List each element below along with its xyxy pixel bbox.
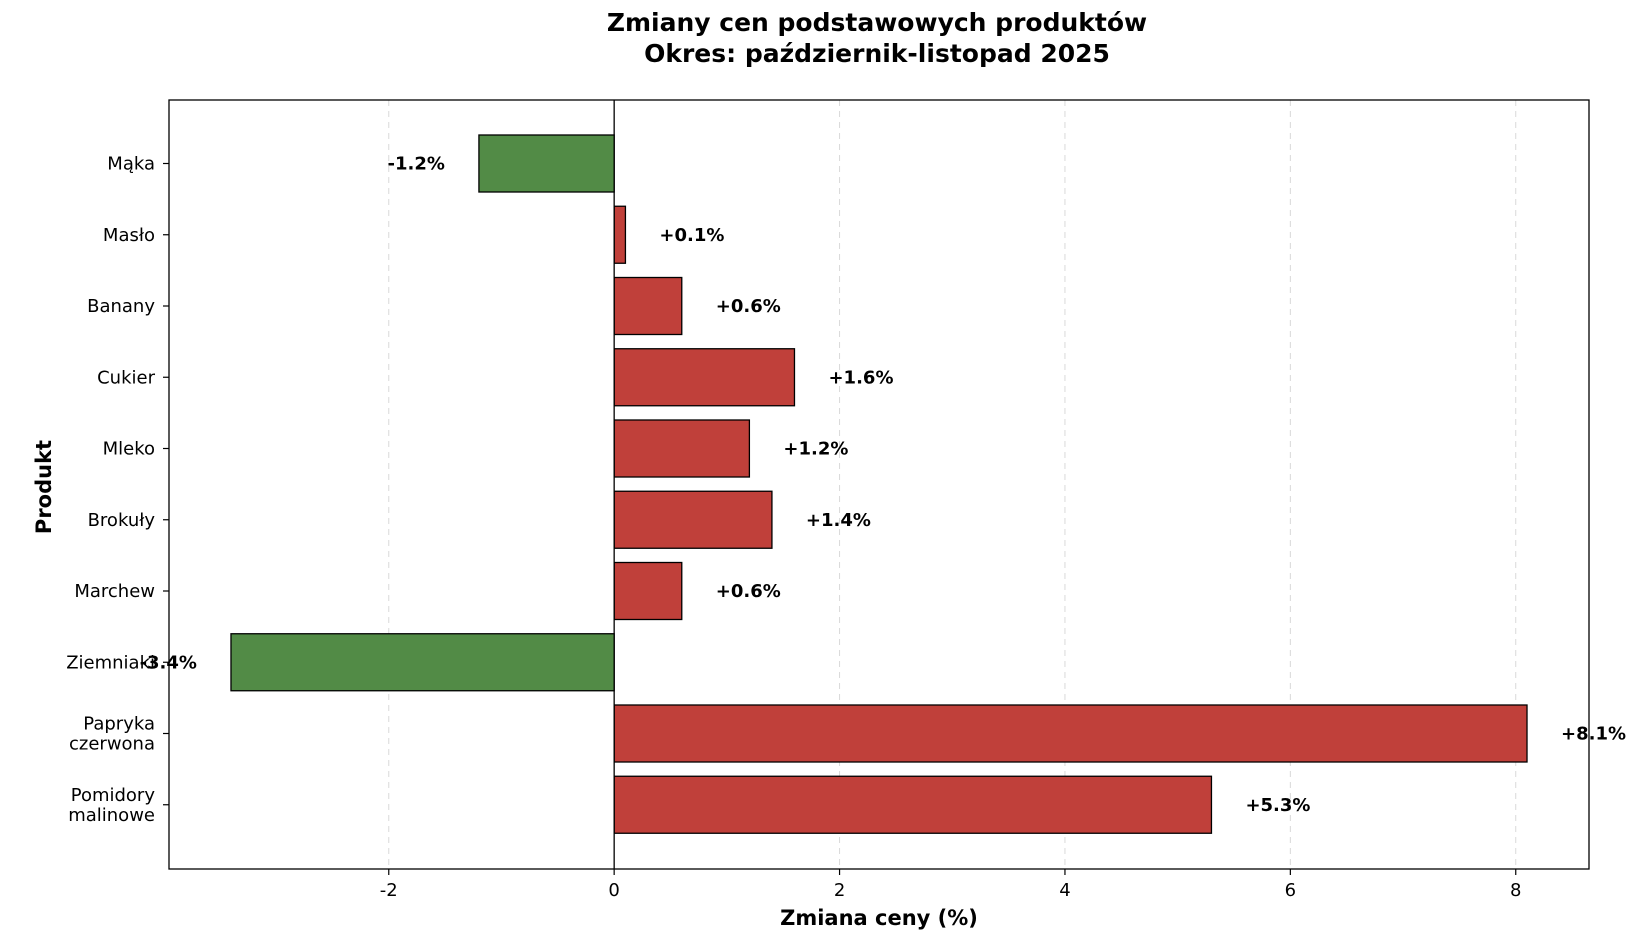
bar xyxy=(613,348,796,407)
bars xyxy=(230,134,1528,834)
x-axis-ticks: -2 0 2 4 6 8 xyxy=(380,869,1521,901)
bar xyxy=(613,419,751,478)
y-tick-label: Cukier xyxy=(97,367,155,388)
bar xyxy=(230,633,615,692)
data-label: +0.6% xyxy=(716,581,781,602)
y-tick-label: Marchew xyxy=(74,581,155,602)
bar xyxy=(613,490,773,549)
x-tick-label: 2 xyxy=(834,880,845,901)
y-tick-label: czerwona xyxy=(69,734,155,755)
bar xyxy=(613,205,627,264)
data-label: +1.4% xyxy=(806,510,871,531)
bar xyxy=(478,134,615,193)
chart-title: Zmiany cen podstawowych produktów xyxy=(607,8,1147,37)
data-label: +5.3% xyxy=(1245,795,1310,816)
y-axis-ticks: Mąka Masło Banany Cukier Mleko Brokuły Marchew… xyxy=(66,154,169,826)
x-tick-label: 4 xyxy=(1059,880,1070,901)
x-tick-label: 6 xyxy=(1285,880,1296,901)
y-tick-label: Brokuły xyxy=(88,510,156,531)
y-tick-label: malinowe xyxy=(68,805,155,826)
y-tick-label: Papryka xyxy=(83,714,155,735)
bar xyxy=(613,276,683,336)
bar xyxy=(613,561,683,621)
y-tick-label: Pomidory xyxy=(71,785,156,806)
y-tick-label: Mąka xyxy=(107,154,155,175)
x-axis-title: Zmiana ceny (%) xyxy=(780,906,978,930)
bar xyxy=(613,775,1213,834)
y-tick-label: Banany xyxy=(87,296,155,317)
bar xyxy=(613,704,1528,763)
x-tick-label: 0 xyxy=(608,880,619,901)
plot-frame xyxy=(168,99,1590,870)
data-label: +8.1% xyxy=(1561,724,1626,745)
data-label: +0.1% xyxy=(659,225,724,246)
y-axis-title: Produkt xyxy=(32,440,56,534)
y-tick-label: Mleko xyxy=(103,439,155,460)
data-label: +1.2% xyxy=(783,439,848,460)
data-label: +1.6% xyxy=(828,367,893,388)
chart-subtitle: Okres: październik-listopad 2025 xyxy=(644,39,1110,68)
x-tick-label: 8 xyxy=(1510,880,1521,901)
data-label: +0.6% xyxy=(716,296,781,317)
data-labels: -1.2%+0.1%+0.6%+1.6%+1.2%+1.4%+0.6%-3.4%… xyxy=(140,154,1626,816)
y-tick-label: Ziemniaki xyxy=(66,652,155,673)
y-tick-label: Masło xyxy=(103,225,155,246)
data-label: -1.2% xyxy=(388,154,445,175)
x-tick-label: -2 xyxy=(380,880,398,901)
